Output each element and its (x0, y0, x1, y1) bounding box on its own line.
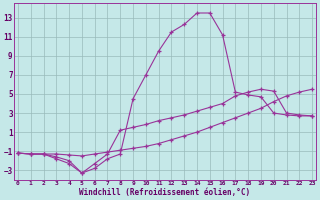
X-axis label: Windchill (Refroidissement éolien,°C): Windchill (Refroidissement éolien,°C) (79, 188, 251, 197)
